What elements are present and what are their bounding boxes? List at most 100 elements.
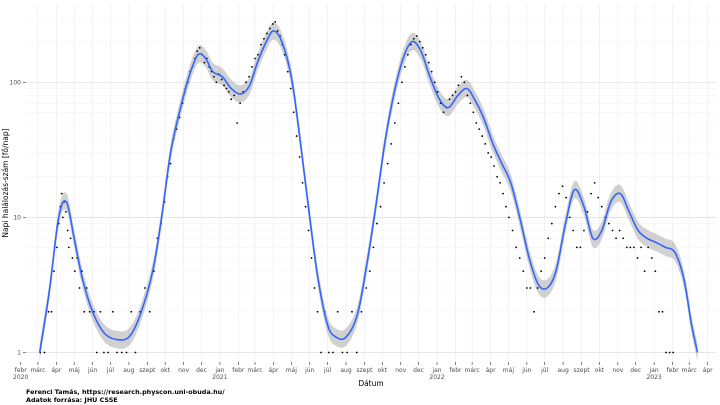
data-point [379,205,382,208]
confidence-band [39,22,698,362]
data-point [292,111,295,114]
data-point [496,175,498,178]
data-point [586,210,589,213]
x-tick-label: ápr [703,367,713,374]
x-tick-label: febr [15,367,28,374]
data-point [643,270,646,273]
data-point [636,257,639,259]
data-point [424,53,427,56]
data-point [451,94,454,97]
data-point [484,143,487,145]
data-point [365,287,368,289]
data-point [575,246,578,249]
data-point [518,257,521,259]
data-point [457,84,460,87]
data-point [672,351,675,354]
data-point [95,351,98,354]
data-point [647,246,650,249]
x-tick-label: jan [214,367,224,374]
data-point [404,66,406,68]
data-point [225,87,228,90]
data-point [88,310,91,313]
x-tick-label: máj [503,367,515,374]
x-tick-label: aug [557,367,568,374]
data-point [351,310,353,313]
x-tick-label: dec [630,367,641,374]
data-point [148,310,151,313]
data-point [415,35,418,37]
data-point [472,111,475,114]
x-tick-label: okt [160,367,170,374]
caption-source: Adatok forrása: JHU CSSE [26,396,118,404]
x-tick-label: nov [395,367,406,374]
data-point [493,165,496,167]
data-point [336,310,339,313]
x-tick-label: nov [612,367,623,374]
data-point [625,246,628,249]
data-point [289,87,292,90]
data-point [372,246,375,249]
data-point [71,257,74,259]
data-point [73,270,76,273]
data-point [355,351,358,354]
data-point [543,257,546,259]
data-point [511,229,514,232]
x-tick-year-label: 2023 [646,374,661,381]
y-tick-label: 10 [13,214,21,221]
y-axis: 1 10 100 [10,79,26,356]
data-point [196,50,199,53]
data-point [220,78,223,81]
x-tick-label: dec [196,367,207,374]
data-point [103,351,105,354]
data-point [227,90,230,93]
data-point [525,287,528,289]
data-point [61,216,64,219]
data-point [463,81,466,84]
data-point [298,156,301,158]
data-point [397,102,400,105]
data-point [579,246,582,249]
data-point [583,229,585,232]
x-tick-label: szept [139,367,156,374]
data-point [276,30,279,32]
y-tick-label: 1 [17,349,21,356]
x-tick-label: ápr [268,367,278,374]
y-tick-label: 100 [10,79,22,86]
x-tick-label: febr [449,367,462,374]
data-point [393,122,396,124]
data-point [433,81,436,84]
data-point [203,61,206,64]
data-point [406,53,409,56]
data-point [85,287,88,289]
data-point [341,351,344,354]
data-point [654,270,657,273]
data-point [198,46,201,49]
data-point [233,94,236,97]
data-point [529,287,532,289]
data-point [502,192,504,195]
x-tick-label: ápr [486,367,496,374]
data-point [650,257,653,259]
data-point [116,351,118,354]
x-tick-year-label: 2021 [212,374,227,381]
data-point [107,351,109,354]
plot-panel [26,4,716,362]
data-point [266,32,268,35]
x-tick-label: szept [356,367,373,374]
data-point [245,81,247,84]
data-point [427,61,430,64]
data-point [608,222,610,225]
data-point [248,75,250,78]
x-tick-label: jún [87,367,97,374]
data-point [83,310,86,313]
data-point [260,43,262,46]
data-point [540,270,543,273]
data-point [418,40,421,43]
data-point [412,37,415,40]
data-point [316,310,319,313]
data-point [169,162,172,165]
data-point [295,135,298,137]
data-point [390,143,393,145]
x-tick-label: márc [682,367,697,374]
